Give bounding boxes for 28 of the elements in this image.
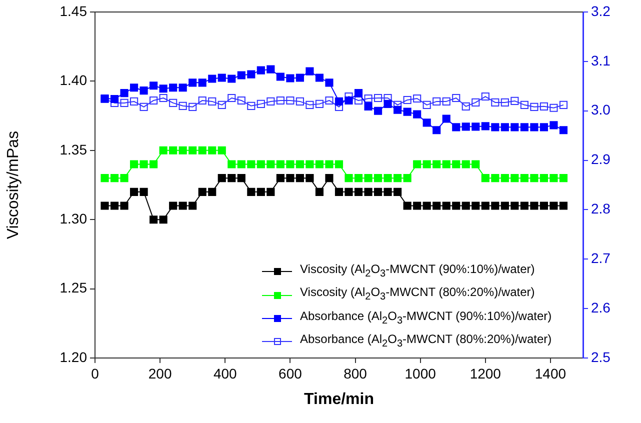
x-tick-label: 0 bbox=[91, 365, 100, 382]
y-tick-label: 1.30 bbox=[60, 210, 88, 226]
y2-tick-label: 2.9 bbox=[591, 151, 611, 168]
y-tick-label: 1.35 bbox=[60, 141, 88, 158]
y2-tick-label: 2.8 bbox=[591, 200, 611, 217]
legend-label: Absorbance (Al$_{2}$O$_{3}$-MWCNT (90%:10%)/water) bbox=[300, 308, 552, 328]
legend-label: Viscosity (Al$_{2}$O$_{3}$-MWCNT (90%:10%)/water) bbox=[300, 261, 535, 282]
x-tick-label: 800 bbox=[344, 365, 368, 382]
y2-tick-label: 2.6 bbox=[591, 299, 611, 316]
y2-tick-label: 2.7 bbox=[591, 250, 611, 266]
legend-label: Viscosity (Al$_{2}$O$_{3}$-MWCNT (80%:20%)/water) bbox=[300, 284, 535, 305]
y-tick-label: 1.20 bbox=[60, 348, 88, 365]
y-axis-title: Viscosity/mPas bbox=[5, 130, 22, 240]
y2-tick-label: 3.0 bbox=[591, 102, 611, 118]
y2-tick-label: 3.1 bbox=[591, 52, 611, 68]
x-tick-label: 1200 bbox=[470, 365, 502, 382]
y-tick-label: 1.40 bbox=[60, 72, 88, 88]
y2-tick-label: 3.2 bbox=[591, 2, 611, 19]
x-tick-label: 1000 bbox=[404, 365, 436, 382]
x-tick-label: 600 bbox=[278, 365, 302, 382]
x-tick-label: 1400 bbox=[534, 365, 566, 382]
x-tick-label: 200 bbox=[148, 365, 172, 382]
x-tick-label: 400 bbox=[213, 365, 238, 382]
y-tick-label: 1.25 bbox=[60, 280, 88, 296]
y-tick-label: 1.45 bbox=[60, 2, 88, 19]
legend-label: Absorbance (Al$_{2}$O$_{3}$-MWCNT (80%:20%)/water) bbox=[300, 331, 552, 352]
y2-tick-label: 2.5 bbox=[591, 348, 611, 365]
x-axis-title: Time/min bbox=[304, 390, 374, 408]
